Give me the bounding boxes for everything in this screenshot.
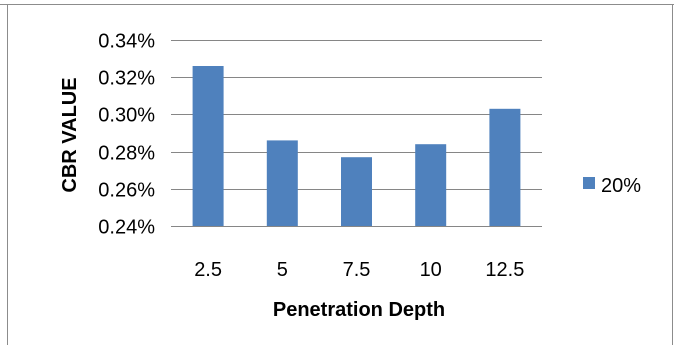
gridlines — [171, 40, 542, 227]
x-tick-label: 12.5 — [485, 259, 524, 281]
y-axis-title: CBR VALUE — [59, 77, 81, 192]
y-tick-label: 0.32% — [98, 68, 155, 90]
y-tick-label: 0.26% — [98, 180, 155, 202]
y-tick-label: 0.28% — [98, 143, 155, 165]
y-tick-labels: 0.24% 0.26% 0.28% 0.30% 0.32% 0.34% — [98, 31, 155, 239]
legend: 20% — [583, 175, 641, 197]
x-tick-label: 2.5 — [194, 259, 222, 281]
bar — [192, 66, 224, 226]
bars — [192, 66, 521, 226]
y-tick-label: 0.30% — [98, 105, 155, 127]
bar — [266, 140, 298, 226]
x-tick-label: 7.5 — [343, 259, 371, 281]
y-tick-label: 0.34% — [98, 31, 155, 53]
x-tick-label: 5 — [277, 259, 288, 281]
bar — [415, 144, 447, 226]
x-tick-labels: 2.5 5 7.5 10 12.5 — [194, 259, 524, 281]
legend-label: 20% — [601, 175, 641, 197]
y-tick-label: 0.24% — [98, 217, 155, 239]
x-axis-title: Penetration Depth — [273, 299, 445, 321]
legend-swatch — [583, 177, 595, 189]
bar — [341, 157, 372, 226]
x-tick-label: 10 — [420, 259, 442, 281]
bar — [489, 108, 521, 226]
